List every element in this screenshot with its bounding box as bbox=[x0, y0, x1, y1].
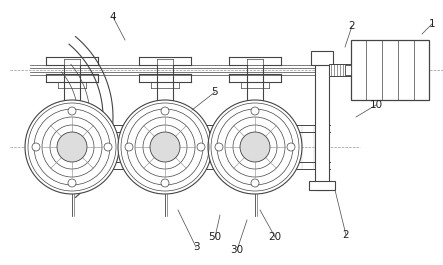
Text: 10: 10 bbox=[369, 100, 383, 110]
Text: 50: 50 bbox=[209, 232, 222, 242]
Ellipse shape bbox=[118, 100, 212, 194]
Circle shape bbox=[125, 143, 133, 151]
Circle shape bbox=[57, 132, 87, 162]
Text: 30: 30 bbox=[230, 245, 244, 255]
Bar bbox=[329, 64, 351, 76]
Ellipse shape bbox=[25, 100, 119, 194]
Circle shape bbox=[215, 143, 223, 151]
Bar bbox=[311, 51, 333, 65]
Circle shape bbox=[104, 143, 112, 151]
Text: 5: 5 bbox=[212, 87, 218, 97]
Text: 20: 20 bbox=[268, 232, 282, 242]
Circle shape bbox=[68, 107, 76, 115]
Bar bbox=[351, 40, 429, 100]
Circle shape bbox=[197, 143, 205, 151]
Ellipse shape bbox=[208, 100, 302, 194]
Text: 3: 3 bbox=[193, 242, 199, 252]
Circle shape bbox=[32, 143, 40, 151]
Circle shape bbox=[68, 179, 76, 187]
Circle shape bbox=[240, 132, 270, 162]
Text: 4: 4 bbox=[110, 12, 117, 22]
Bar bbox=[345, 65, 351, 75]
Text: 1: 1 bbox=[429, 19, 435, 29]
Bar bbox=[315, 55, 329, 190]
Circle shape bbox=[287, 143, 295, 151]
Bar bbox=[309, 181, 335, 190]
Text: 2: 2 bbox=[349, 21, 355, 31]
Text: 2: 2 bbox=[343, 230, 350, 240]
Circle shape bbox=[251, 179, 259, 187]
Circle shape bbox=[251, 107, 259, 115]
Circle shape bbox=[161, 107, 169, 115]
Circle shape bbox=[161, 179, 169, 187]
Circle shape bbox=[150, 132, 180, 162]
